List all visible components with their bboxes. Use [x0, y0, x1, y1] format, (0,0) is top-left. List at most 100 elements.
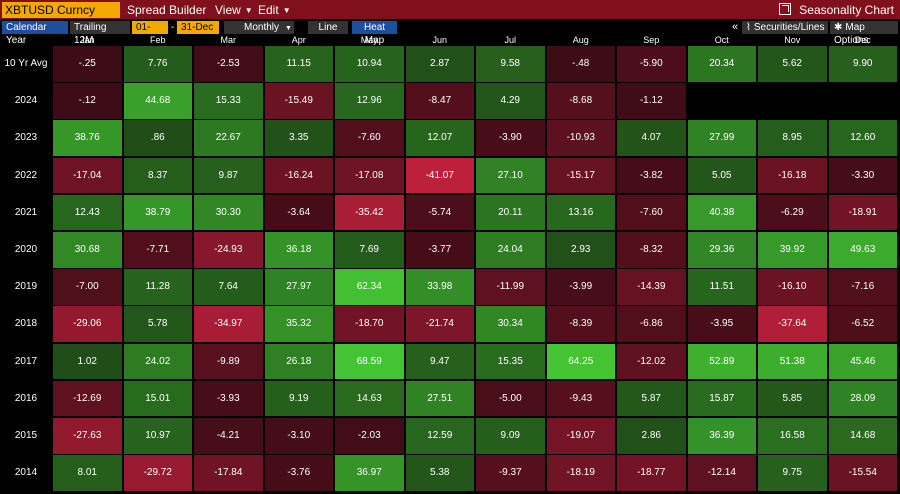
heatmap-cell[interactable]: -2.03: [335, 418, 404, 454]
heatmap-cell[interactable]: -8.68: [546, 83, 615, 119]
heatmap-cell[interactable]: -17.84: [194, 455, 263, 491]
heatmap-cell[interactable]: 38.76: [53, 120, 122, 157]
heatmap-cell[interactable]: 9.75: [758, 455, 827, 491]
trailing-12m-button[interactable]: Trailing 12M: [70, 21, 130, 46]
heatmap-cell[interactable]: -34.97: [194, 306, 263, 343]
heatmap-cell[interactable]: 5.87: [617, 380, 686, 417]
heatmap-cell[interactable]: -.48: [546, 46, 615, 82]
heatmap-cell[interactable]: -24.93: [194, 232, 263, 268]
window-title[interactable]: Seasonality Chart: [779, 2, 894, 18]
heatmap-cell[interactable]: -18.19: [546, 455, 615, 491]
heatmap-cell[interactable]: 28.09: [828, 380, 897, 417]
heatmap-cell[interactable]: 27.99: [687, 120, 756, 157]
heatmap-cell[interactable]: -7.16: [828, 269, 897, 305]
heatmap-cell[interactable]: 5.78: [123, 306, 192, 343]
heatmap-cell[interactable]: .86: [123, 120, 192, 157]
heatmap-cell[interactable]: -2.53: [194, 46, 263, 82]
heatmap-cell[interactable]: -10.93: [546, 120, 615, 157]
heatmap-cell[interactable]: -4.21: [194, 418, 263, 454]
heatmap-cell[interactable]: 7.64: [194, 269, 263, 305]
heatmap-cell[interactable]: [828, 83, 897, 119]
heatmap-cell[interactable]: 33.98: [405, 269, 474, 305]
heatmap-cell[interactable]: -29.06: [53, 306, 122, 343]
heatmap-cell[interactable]: 2.93: [546, 232, 615, 268]
heatmap-cell[interactable]: -8.47: [405, 83, 474, 119]
heatmap-cell[interactable]: -.25: [53, 46, 122, 82]
heatmap-cell[interactable]: -19.07: [546, 418, 615, 454]
heatmap-cell[interactable]: -29.72: [123, 455, 192, 491]
heatmap-cell[interactable]: 5.85: [758, 380, 827, 417]
heatmap-cell[interactable]: [758, 83, 827, 119]
heatmap-cell[interactable]: -18.70: [335, 306, 404, 343]
heatmap-cell[interactable]: 11.51: [687, 269, 756, 305]
heatmap-cell[interactable]: 44.68: [123, 83, 192, 119]
heatmap-cell[interactable]: -3.82: [617, 157, 686, 194]
collapse-button[interactable]: «: [732, 21, 739, 33]
heatmap-cell[interactable]: -12.14: [687, 455, 756, 491]
heatmap-cell[interactable]: 27.51: [405, 380, 474, 417]
heatmap-cell[interactable]: 8.01: [53, 455, 122, 491]
heatmap-cell[interactable]: -17.04: [53, 157, 122, 194]
heatmap-cell[interactable]: 64.25: [546, 343, 615, 380]
heatmap-cell[interactable]: -5.74: [405, 194, 474, 231]
heatmap-cell[interactable]: -6.86: [617, 306, 686, 343]
heatmap-cell[interactable]: 13.16: [546, 194, 615, 231]
heatmap-cell[interactable]: 35.32: [264, 306, 333, 343]
heatmap-cell[interactable]: 8.37: [123, 157, 192, 194]
heatmap-cell[interactable]: 49.63: [828, 232, 897, 268]
heatmap-cell[interactable]: -3.90: [476, 120, 545, 157]
heatmap-cell[interactable]: -3.93: [194, 380, 263, 417]
heatmap-cell[interactable]: 7.76: [123, 46, 192, 82]
heatmap-cell[interactable]: -35.42: [335, 194, 404, 231]
heatmap-cell[interactable]: 39.92: [758, 232, 827, 268]
heatmap-cell[interactable]: 38.79: [123, 194, 192, 231]
start-date-input[interactable]: 01-Jan: [132, 21, 168, 46]
heatmap-cell[interactable]: -15.17: [546, 157, 615, 194]
heatmap-cell[interactable]: [687, 83, 756, 119]
ticker-field[interactable]: XBTUSD Curncy: [2, 2, 120, 18]
heatmap-cell[interactable]: 9.09: [476, 418, 545, 454]
heatmap-cell[interactable]: 52.89: [687, 343, 756, 380]
heatmap-cell[interactable]: 62.34: [335, 269, 404, 305]
heatmap-cell[interactable]: 24.04: [476, 232, 545, 268]
heatmap-cell[interactable]: 12.43: [53, 194, 122, 231]
heatmap-cell[interactable]: 29.36: [687, 232, 756, 268]
heatmap-cell[interactable]: -17.08: [335, 157, 404, 194]
heatmap-cell[interactable]: -7.71: [123, 232, 192, 268]
heatmap-cell[interactable]: -8.39: [546, 306, 615, 343]
heatmap-cell[interactable]: 45.46: [828, 343, 897, 380]
heatmap-cell[interactable]: 36.39: [687, 418, 756, 454]
heatmap-cell[interactable]: -37.64: [758, 306, 827, 343]
calendar-year-button[interactable]: Calendar Year: [2, 21, 68, 46]
heatmap-cell[interactable]: -3.95: [687, 306, 756, 343]
menu-view[interactable]: View ▼: [215, 2, 253, 18]
heatmap-cell[interactable]: 14.63: [335, 380, 404, 417]
heatmap-cell[interactable]: -7.60: [617, 194, 686, 231]
heatmap-cell[interactable]: 36.18: [264, 232, 333, 268]
heatmap-cell[interactable]: 15.33: [194, 83, 263, 119]
frequency-select[interactable]: Monthly ▼: [224, 21, 294, 34]
heatmap-cell[interactable]: 3.35: [264, 120, 333, 157]
heatmap-cell[interactable]: -1.12: [617, 83, 686, 119]
heatmap-cell[interactable]: 15.87: [687, 380, 756, 417]
heatmap-cell[interactable]: -3.76: [264, 455, 333, 491]
heatmap-cell[interactable]: -12.02: [617, 343, 686, 380]
heatmap-cell[interactable]: 12.07: [405, 120, 474, 157]
heatmap-cell[interactable]: 27.10: [476, 157, 545, 194]
heatmap-cell[interactable]: 5.38: [405, 455, 474, 491]
heatmap-cell[interactable]: -5.00: [476, 380, 545, 417]
heatmap-cell[interactable]: 1.02: [53, 343, 122, 380]
heatmap-cell[interactable]: -9.43: [546, 380, 615, 417]
heatmap-cell[interactable]: -8.32: [617, 232, 686, 268]
heatmap-cell[interactable]: 15.01: [123, 380, 192, 417]
heatmap-cell[interactable]: 5.05: [687, 157, 756, 194]
heatmap-cell[interactable]: -6.52: [828, 306, 897, 343]
heatmap-cell[interactable]: 30.30: [194, 194, 263, 231]
menu-spread-builder[interactable]: Spread Builder: [127, 2, 206, 18]
heatmap-cell[interactable]: 27.97: [264, 269, 333, 305]
heatmap-cell[interactable]: 10.97: [123, 418, 192, 454]
heatmap-cell[interactable]: 4.29: [476, 83, 545, 119]
heatmap-cell[interactable]: 51.38: [758, 343, 827, 380]
heatmap-cell[interactable]: -41.07: [405, 157, 474, 194]
heatmap-cell[interactable]: -3.30: [828, 157, 897, 194]
